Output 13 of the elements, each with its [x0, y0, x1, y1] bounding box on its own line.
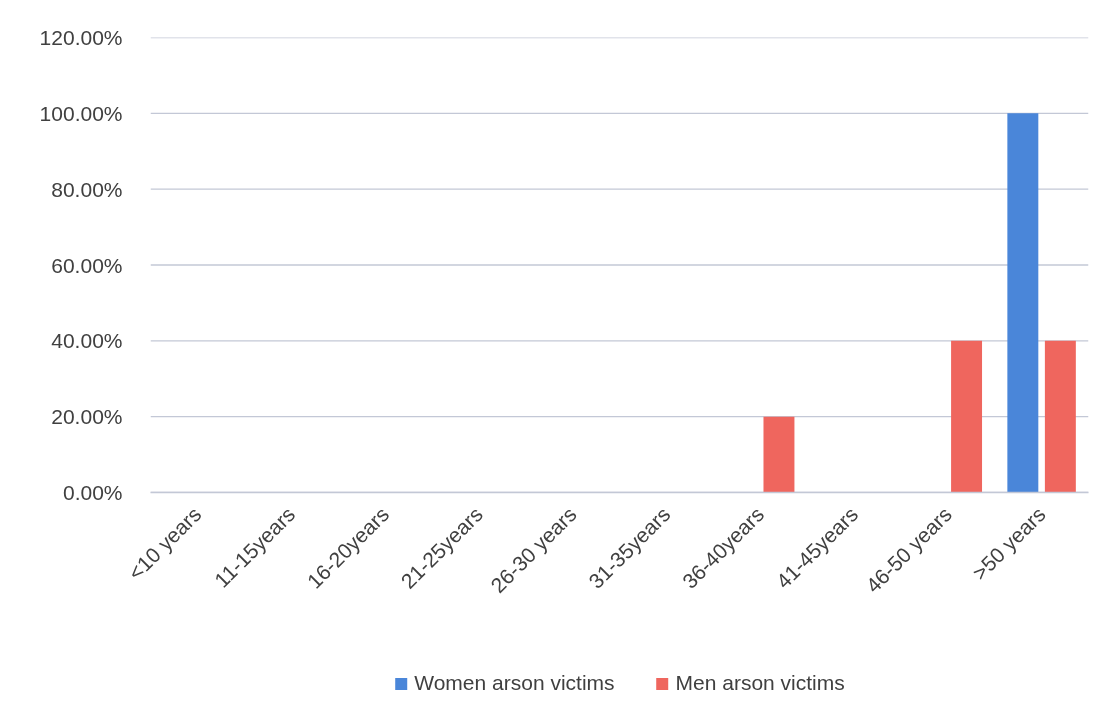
- legend-label: Men arson victims: [675, 671, 845, 695]
- y-tick-label: 60.00%: [51, 253, 123, 277]
- bar: [1044, 340, 1076, 493]
- bar: [951, 340, 983, 493]
- y-tick-label: 80.00%: [51, 177, 123, 201]
- y-tick-label: 120.00%: [39, 26, 123, 49]
- y-tick-label: 100.00%: [39, 101, 123, 125]
- y-tick-label: 40.00%: [51, 329, 123, 353]
- bar: [763, 416, 795, 493]
- y-tick-label: 0.00%: [62, 481, 123, 504]
- bar: [1007, 113, 1039, 493]
- legend-label: Women arson victims: [414, 671, 615, 695]
- y-tick-label: 20.00%: [51, 405, 123, 429]
